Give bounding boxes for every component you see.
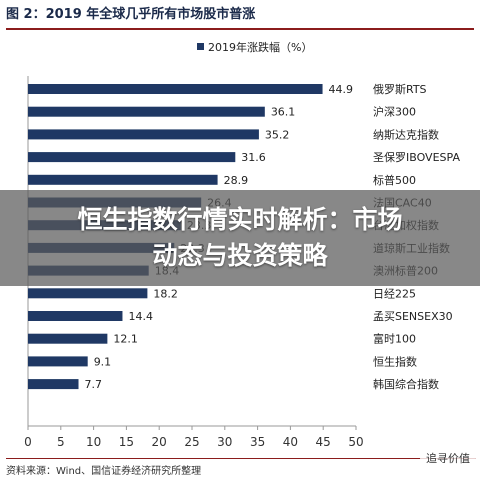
category-label: 俄罗斯RTS	[373, 83, 427, 96]
bar	[28, 129, 259, 140]
x-tick-label: 15	[119, 435, 134, 449]
data-label: 44.9	[329, 83, 354, 96]
bar	[28, 288, 148, 299]
category-label: 孟买SENSEX30	[373, 310, 453, 323]
bar	[28, 379, 79, 390]
legend-swatch	[197, 43, 204, 50]
data-label: 14.4	[128, 310, 153, 323]
x-tick-label: 40	[283, 435, 298, 449]
category-label: 沪深300	[373, 105, 416, 119]
source-note: 资料来源：Wind、国信证券经济研究所整理	[6, 458, 476, 480]
category-label: 富时100	[373, 332, 416, 346]
bar	[28, 356, 88, 367]
data-label: 28.9	[224, 174, 249, 187]
category-label: 日经225	[373, 287, 416, 300]
data-label: 31.6	[241, 151, 266, 164]
x-tick-label: 25	[184, 435, 199, 449]
data-label: 18.2	[153, 287, 178, 300]
category-label: 韩国综合指数	[373, 377, 439, 391]
legend-label: 2019年涨跌幅（%）	[208, 40, 312, 54]
category-label: 标普500	[373, 173, 416, 187]
x-tick-label: 45	[316, 435, 331, 449]
bar	[28, 152, 236, 163]
x-tick-label: 50	[348, 435, 363, 449]
data-label: 35.2	[265, 128, 290, 141]
headline-overlay: 恒生指数行情实时解析：市场 动态与投资策略	[0, 190, 480, 286]
category-label: 纳斯达克指数	[373, 127, 439, 141]
bar	[28, 84, 323, 94]
x-tick-label: 35	[250, 435, 265, 449]
x-tick-label: 0	[24, 435, 32, 449]
data-label: 12.1	[113, 333, 138, 346]
bar	[28, 311, 123, 321]
data-label: 7.7	[85, 378, 103, 391]
x-tick-label: 10	[86, 435, 101, 449]
headline-line-2: 动态与投资策略	[152, 241, 328, 270]
category-label: 圣保罗IBOVESPA	[373, 150, 460, 164]
data-label: 9.1	[94, 355, 112, 368]
bar	[28, 174, 218, 185]
bar	[28, 333, 108, 344]
data-label: 36.1	[271, 106, 296, 119]
category-label: 恒生指数	[373, 354, 417, 368]
bar	[28, 106, 265, 117]
watermark: 追寻价值	[420, 448, 476, 468]
x-tick-label: 20	[152, 435, 167, 449]
x-tick-label: 5	[57, 435, 65, 449]
x-tick-label: 30	[217, 435, 232, 449]
figure-title: 图 2：2019 年全球几乎所有市场股市普涨	[6, 4, 474, 30]
headline-line-1: 恒生指数行情实时解析：市场	[77, 205, 403, 234]
